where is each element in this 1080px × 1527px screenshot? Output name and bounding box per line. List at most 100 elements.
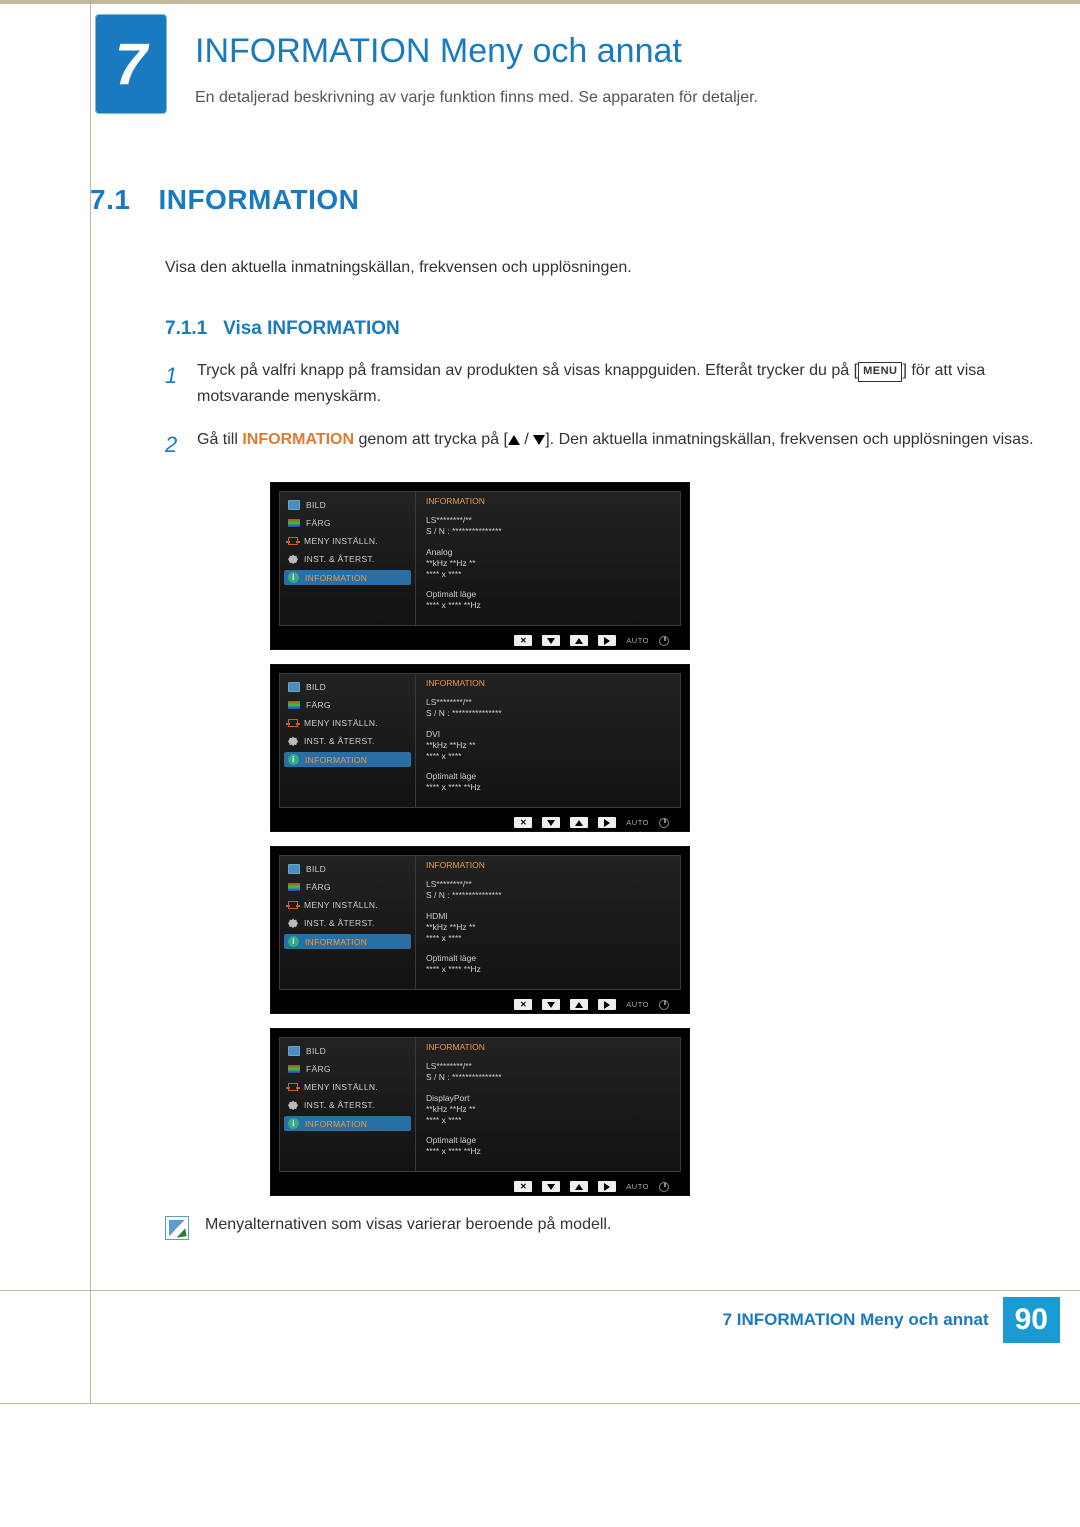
chapter-title-wrap: INFORMATION Meny och annat En detaljerad… [195,14,758,107]
osd-optimal-group: Optimalt läge**** x **** **Hz [426,771,670,793]
triangle-down-icon [533,435,545,445]
osd-source-group: DisplayPort**kHz **Hz ****** x **** [426,1093,670,1126]
osd-up-button[interactable] [570,817,588,828]
page: 7 INFORMATION Meny och annat En detaljer… [0,0,1080,1404]
section-heading: 7.1 INFORMATION [90,184,1080,216]
vertical-rule [90,4,91,1403]
osd-screenshot-stack: BILDFÄRGMENY INSTÄLLN.INST. & ÅTERST.iIN… [270,482,1080,1196]
step-number: 2 [165,427,183,462]
osd-panel-header: INFORMATION [426,1042,670,1053]
osd-source-group: DVI**kHz **Hz ****** x **** [426,729,670,762]
osd-close-button[interactable]: ✕ [514,999,532,1010]
osd-auto-label[interactable]: AUTO [626,1182,649,1191]
step-text-a: Gå till [197,431,242,448]
osd-source-group: HDMI**kHz **Hz ****** x **** [426,911,670,944]
osd-close-button[interactable]: ✕ [514,817,532,828]
step-1: 1 Tryck på valfri knapp på framsidan av … [165,358,1080,409]
info-icon: i [288,754,299,765]
osd-info-panel: INFORMATION LS********/**S / N : ********… [415,856,680,989]
chapter-number-badge: 7 [95,14,167,114]
osd-right-button[interactable] [598,817,616,828]
osd-model-group: LS********/**S / N : *************** [426,697,670,719]
osd-down-button[interactable] [542,817,560,828]
osd-body: BILDFÄRGMENY INSTÄLLN.INST. & ÅTERST.iIN… [279,855,681,990]
step-list: 1 Tryck på valfri knapp på framsidan av … [165,358,1080,462]
subsection-title: Visa INFORMATION [223,318,400,339]
osd-right-button[interactable] [598,635,616,646]
osd-up-button[interactable] [570,1181,588,1192]
osd-auto-label[interactable]: AUTO [626,636,649,645]
osd-optimal-group: Optimalt läge**** x **** **Hz [426,589,670,611]
osd-model-group: LS********/**S / N : *************** [426,879,670,901]
section-body: Visa den aktuella inmatningskällan, frek… [90,256,1080,462]
power-icon[interactable] [659,818,669,828]
note-icon [165,1216,189,1240]
power-icon[interactable] [659,1000,669,1010]
picture-icon [288,500,300,510]
menu-settings-icon [288,537,298,545]
osd-menu-item-meny: MENY INSTÄLLN. [280,898,415,912]
section: 7.1 INFORMATION Visa den aktuella inmatn… [0,184,1080,1240]
osd-model-group: LS********/**S / N : *************** [426,515,670,537]
osd-down-button[interactable] [542,1181,560,1192]
power-icon[interactable] [659,1182,669,1192]
osd-menu-item-farg: FÄRG [280,516,415,530]
osd-menu-sidebar: BILDFÄRGMENY INSTÄLLN.INST. & ÅTERST.iIN… [280,856,415,989]
osd-right-button[interactable] [598,999,616,1010]
keyword-information: INFORMATION [242,431,354,448]
osd-menu-item-meny: MENY INSTÄLLN. [280,716,415,730]
osd-down-button[interactable] [542,635,560,646]
info-icon: i [288,1118,299,1129]
osd-auto-label[interactable]: AUTO [626,818,649,827]
chapter-header: 7 INFORMATION Meny och annat En detaljer… [0,4,1080,114]
osd-menu-item-inst: INST. & ÅTERST. [280,552,415,566]
section-title: INFORMATION [158,184,359,216]
note-row: Menyalternativen som visas varierar bero… [90,1216,1080,1240]
osd-up-button[interactable] [570,635,588,646]
osd-down-button[interactable] [542,999,560,1010]
osd-menu-item-info: iINFORMATION [284,752,411,767]
osd-screenshot: BILDFÄRGMENY INSTÄLLN.INST. & ÅTERST.iIN… [270,1028,690,1196]
osd-menu-item-bild: BILD [280,680,415,694]
osd-screenshot: BILDFÄRGMENY INSTÄLLN.INST. & ÅTERST.iIN… [270,846,690,1014]
osd-menu-sidebar: BILDFÄRGMENY INSTÄLLN.INST. & ÅTERST.iIN… [280,674,415,807]
osd-body: BILDFÄRGMENY INSTÄLLN.INST. & ÅTERST.iIN… [279,491,681,626]
footer-text: 7 INFORMATION Meny och annat [723,1310,989,1330]
osd-auto-label[interactable]: AUTO [626,1000,649,1009]
osd-close-button[interactable]: ✕ [514,635,532,646]
page-footer: 7 INFORMATION Meny och annat 90 [0,1290,1080,1343]
osd-menu-item-info: iINFORMATION [284,570,411,585]
osd-panel-header: INFORMATION [426,860,670,871]
step-text-c: ]. Den aktuella inmatningskällan, frekve… [545,431,1033,448]
osd-menu-item-farg: FÄRG [280,1062,415,1076]
osd-up-button[interactable] [570,999,588,1010]
gear-icon [288,918,298,928]
picture-icon [288,682,300,692]
chapter-title: INFORMATION Meny och annat [195,32,758,71]
color-icon [288,701,300,709]
osd-close-button[interactable]: ✕ [514,1181,532,1192]
note-text: Menyalternativen som visas varierar bero… [205,1216,611,1234]
section-intro: Visa den aktuella inmatningskällan, frek… [165,256,1080,280]
osd-body: BILDFÄRGMENY INSTÄLLN.INST. & ÅTERST.iIN… [279,673,681,808]
gear-icon [288,1100,298,1110]
osd-menu-item-meny: MENY INSTÄLLN. [280,534,415,548]
osd-right-button[interactable] [598,1181,616,1192]
step-text: Tryck på valfri knapp på framsidan av pr… [197,358,1080,409]
osd-panel-header: INFORMATION [426,496,670,507]
osd-screenshot: BILDFÄRGMENY INSTÄLLN.INST. & ÅTERST.iIN… [270,664,690,832]
picture-icon [288,1046,300,1056]
osd-optimal-group: Optimalt läge**** x **** **Hz [426,953,670,975]
subsection-heading: 7.1.1 Visa INFORMATION [165,318,1080,340]
subsection-number: 7.1.1 [165,318,207,339]
gear-icon [288,554,298,564]
footer-page-number: 90 [1003,1297,1060,1343]
osd-screenshot: BILDFÄRGMENY INSTÄLLN.INST. & ÅTERST.iIN… [270,482,690,650]
osd-menu-item-meny: MENY INSTÄLLN. [280,1080,415,1094]
osd-menu-sidebar: BILDFÄRGMENY INSTÄLLN.INST. & ÅTERST.iIN… [280,492,415,625]
power-icon[interactable] [659,636,669,646]
color-icon [288,519,300,527]
gear-icon [288,736,298,746]
osd-menu-item-bild: BILD [280,862,415,876]
osd-info-panel: INFORMATIONLS********/**S / N : ********… [415,674,680,807]
